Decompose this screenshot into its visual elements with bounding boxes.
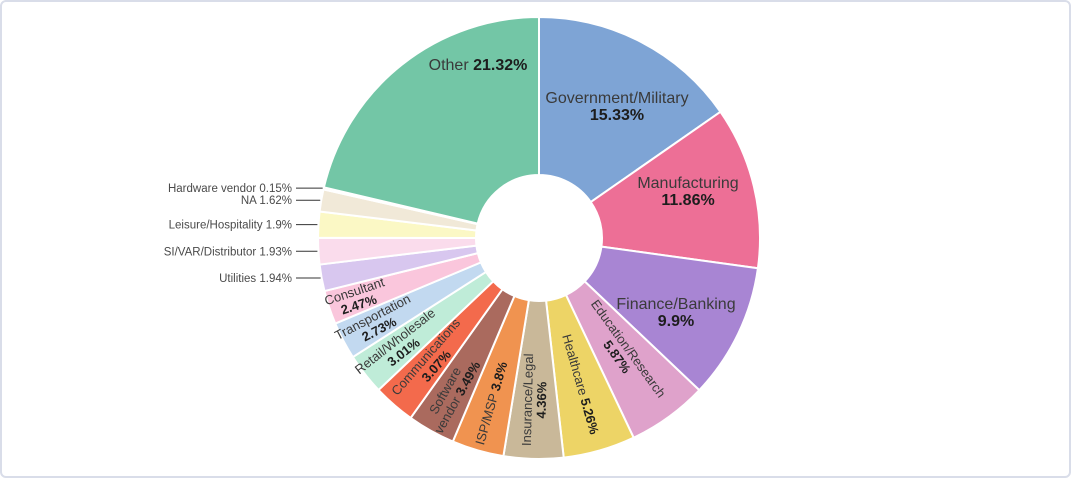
slice-label-government-military: Government/Military 15.33% <box>545 90 688 124</box>
callout-label-si-var-distributor: SI/VAR/Distributor 1.93% <box>164 246 292 258</box>
callout-label-utilities: Utilities 1.94% <box>219 273 292 285</box>
slice-label-insurance-legal: Insurance/Legal4.36% <box>519 353 550 446</box>
pie-slice-manufacturing[interactable] <box>589 110 761 270</box>
slice-label-manufacturing: Manufacturing 11.86% <box>637 175 738 209</box>
callout-label-hardware-vendor: Hardware vendor 0.15% <box>168 183 292 195</box>
slice-label-other: Other 21.32% <box>429 57 528 74</box>
pie-slice-other[interactable] <box>322 16 540 225</box>
callout-label-na: NA 1.62% <box>241 195 292 207</box>
callout-label-leisure-hospitality: Leisure/Hospitality 1.9% <box>169 220 292 232</box>
slice-label-finance-banking: Finance/Banking 9.9% <box>616 296 735 330</box>
pie-slice-finance-banking[interactable] <box>583 245 759 392</box>
pie-slice-government-military[interactable] <box>538 16 722 204</box>
